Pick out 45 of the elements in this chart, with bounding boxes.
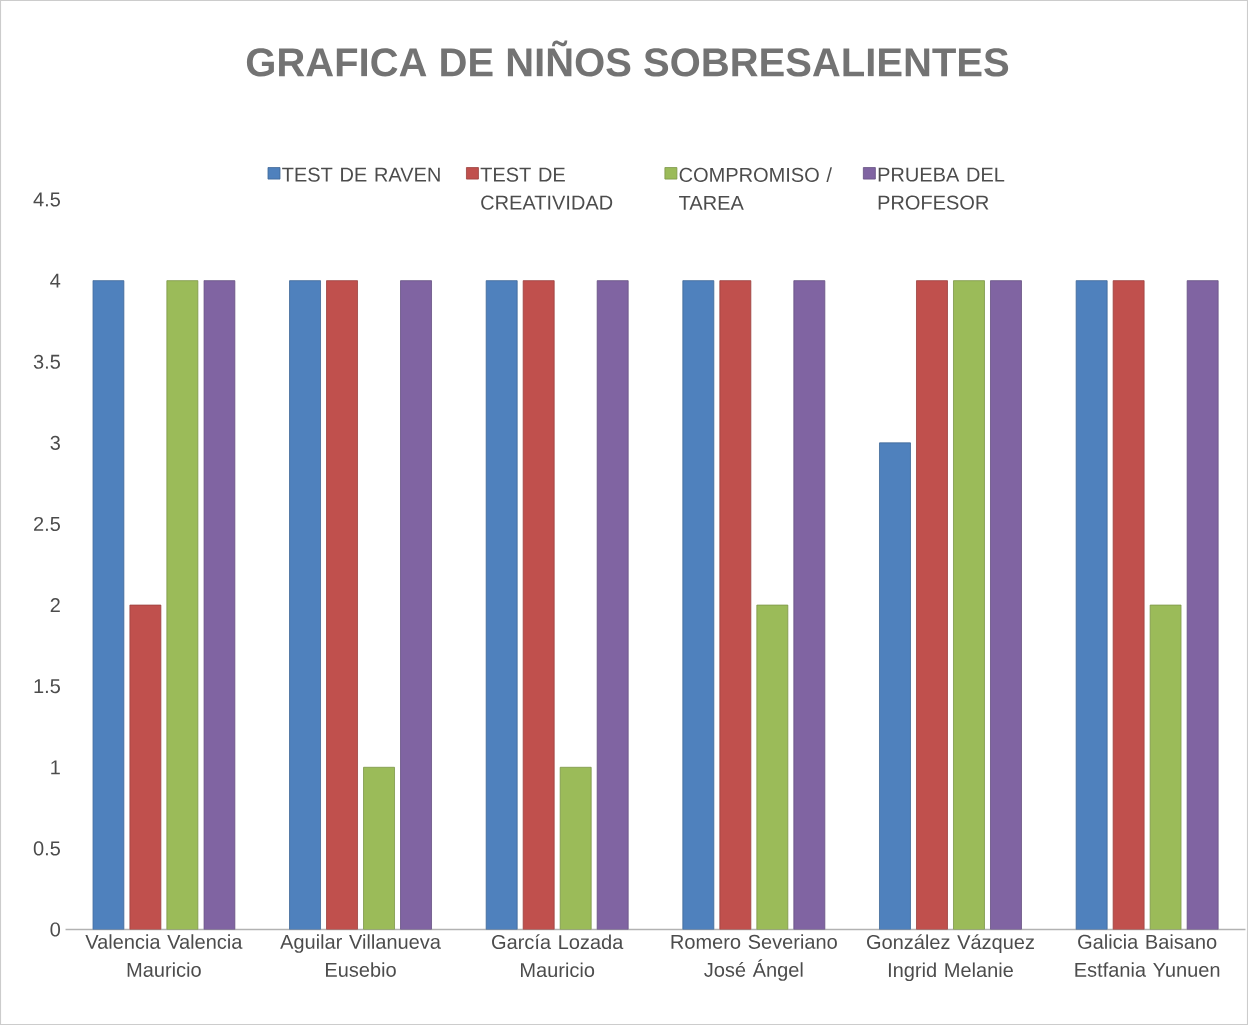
bar bbox=[682, 280, 715, 930]
y-tick-label: 4.5 bbox=[33, 192, 60, 207]
bar bbox=[953, 280, 985, 930]
bar bbox=[363, 766, 395, 930]
legend-label: PRUEBA DEL PROFESOR bbox=[878, 167, 1005, 210]
y-tick-label: 2 bbox=[50, 598, 60, 613]
bar bbox=[596, 280, 629, 930]
x-tick-label: García Lozada Mauricio bbox=[492, 934, 624, 978]
bar bbox=[289, 280, 321, 930]
bar bbox=[129, 604, 162, 930]
y-tick-label: 0.5 bbox=[33, 841, 60, 856]
chart-title: GRAFICA DE NIÑOS SOBRESALIENTES bbox=[246, 40, 1009, 77]
bar bbox=[326, 280, 358, 930]
bar bbox=[1075, 280, 1108, 930]
bar bbox=[756, 604, 789, 930]
x-tick-label: Galicia Baisano Estfania Yunuen bbox=[1075, 934, 1220, 977]
bar bbox=[916, 280, 948, 930]
bar bbox=[522, 280, 555, 930]
x-tick-label: Aguilar Villanueva Eusebio bbox=[280, 934, 441, 977]
bar bbox=[879, 442, 911, 930]
x-tick-label: González Vázquez Ingrid Melanie bbox=[867, 934, 1034, 982]
y-tick-label: 3.5 bbox=[33, 354, 60, 369]
y-tick-label: 2.5 bbox=[34, 516, 60, 532]
bar bbox=[166, 280, 199, 930]
bar bbox=[719, 280, 752, 930]
bar bbox=[990, 280, 1022, 930]
bar bbox=[1186, 280, 1219, 930]
x-tick-label: Romero Severiano José Ángel bbox=[671, 934, 837, 981]
legend-label: COMPROMISO / TAREA bbox=[679, 167, 832, 210]
y-tick-label: 0 bbox=[50, 922, 61, 937]
y-tick-label: 1 bbox=[51, 760, 60, 775]
bar bbox=[559, 766, 592, 930]
bar bbox=[485, 280, 518, 930]
bar bbox=[92, 280, 125, 930]
y-tick-label: 4 bbox=[50, 273, 61, 288]
bar bbox=[793, 280, 826, 930]
x-tick-label: Valencia Valencia Mauricio bbox=[85, 934, 243, 977]
y-tick-label: 3 bbox=[50, 435, 60, 450]
bar bbox=[1112, 280, 1145, 930]
legend-label: TEST DE CREATIVIDAD bbox=[480, 167, 613, 210]
legend-label: TEST DE RAVEN bbox=[282, 167, 440, 182]
bar bbox=[400, 280, 432, 930]
y-tick-label: 1.5 bbox=[34, 679, 60, 694]
bar bbox=[1149, 604, 1182, 930]
bar bbox=[203, 280, 236, 930]
